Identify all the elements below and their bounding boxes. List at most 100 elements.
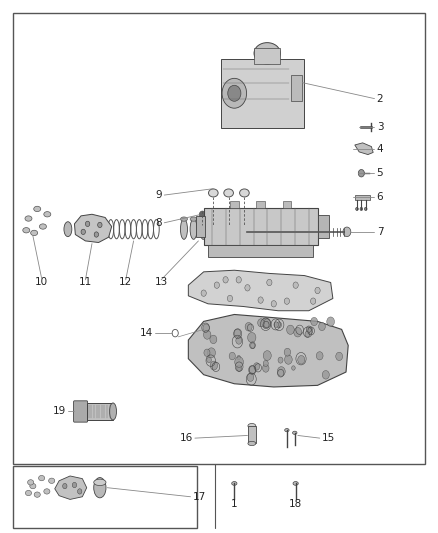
Text: 1: 1	[231, 499, 238, 508]
Circle shape	[322, 370, 329, 379]
Text: 11: 11	[79, 278, 92, 287]
Ellipse shape	[208, 189, 218, 197]
Ellipse shape	[232, 482, 237, 485]
Bar	[196, 216, 205, 237]
Text: 16: 16	[180, 433, 193, 443]
Circle shape	[236, 277, 241, 283]
Ellipse shape	[200, 217, 207, 221]
Circle shape	[271, 301, 276, 307]
Circle shape	[277, 367, 285, 376]
Circle shape	[227, 295, 233, 302]
Ellipse shape	[25, 490, 32, 496]
Ellipse shape	[44, 489, 50, 494]
Text: 2: 2	[377, 94, 383, 103]
Circle shape	[236, 337, 242, 344]
Ellipse shape	[190, 219, 197, 239]
Circle shape	[214, 282, 219, 288]
Ellipse shape	[209, 219, 216, 239]
Circle shape	[228, 85, 241, 101]
Ellipse shape	[39, 224, 46, 229]
Ellipse shape	[110, 403, 117, 420]
Circle shape	[234, 329, 241, 337]
Text: 18: 18	[289, 499, 302, 508]
Circle shape	[223, 277, 228, 283]
Ellipse shape	[240, 189, 249, 197]
Bar	[283, 201, 291, 208]
Bar	[230, 201, 239, 208]
Ellipse shape	[209, 217, 216, 221]
Circle shape	[284, 348, 291, 356]
Text: 5: 5	[377, 168, 383, 178]
Circle shape	[210, 361, 218, 370]
Bar	[204, 208, 318, 245]
Polygon shape	[188, 314, 348, 387]
Circle shape	[311, 298, 316, 304]
Circle shape	[207, 348, 215, 358]
FancyBboxPatch shape	[74, 401, 88, 422]
Circle shape	[222, 78, 247, 108]
Circle shape	[201, 290, 206, 296]
Ellipse shape	[293, 431, 297, 434]
Circle shape	[207, 357, 212, 363]
Circle shape	[249, 366, 256, 375]
Ellipse shape	[64, 222, 72, 237]
Text: 13: 13	[155, 278, 168, 287]
Ellipse shape	[254, 43, 280, 64]
Ellipse shape	[34, 206, 41, 212]
Circle shape	[284, 298, 290, 304]
Circle shape	[263, 319, 271, 328]
Ellipse shape	[200, 219, 207, 239]
Ellipse shape	[31, 230, 38, 236]
Ellipse shape	[224, 189, 233, 197]
Ellipse shape	[30, 483, 36, 489]
Ellipse shape	[49, 478, 55, 483]
Bar	[13, 13, 425, 464]
Bar	[254, 48, 280, 64]
Text: 4: 4	[377, 144, 383, 154]
Circle shape	[258, 297, 263, 303]
Circle shape	[298, 356, 305, 364]
Circle shape	[276, 322, 282, 328]
Circle shape	[237, 366, 241, 370]
Text: 7: 7	[377, 227, 383, 237]
Ellipse shape	[94, 479, 106, 486]
Bar	[13, 466, 197, 528]
Circle shape	[78, 489, 82, 494]
Bar	[87, 403, 113, 420]
Circle shape	[262, 365, 269, 372]
Circle shape	[63, 483, 67, 489]
Circle shape	[81, 229, 85, 235]
Bar	[256, 201, 265, 208]
Text: 9: 9	[155, 190, 162, 200]
Circle shape	[267, 279, 272, 286]
Text: 15: 15	[322, 433, 335, 443]
Polygon shape	[55, 476, 87, 499]
Bar	[355, 195, 370, 200]
Ellipse shape	[44, 212, 51, 217]
Circle shape	[360, 207, 363, 211]
Ellipse shape	[23, 228, 30, 233]
Circle shape	[245, 322, 252, 331]
Text: 17: 17	[193, 492, 206, 502]
Circle shape	[315, 287, 320, 294]
Circle shape	[358, 169, 364, 177]
Circle shape	[204, 330, 211, 339]
Circle shape	[261, 318, 270, 328]
Circle shape	[343, 227, 351, 237]
Circle shape	[210, 335, 217, 344]
Circle shape	[293, 282, 298, 288]
Circle shape	[98, 222, 102, 228]
Ellipse shape	[94, 478, 106, 498]
Circle shape	[254, 363, 260, 370]
Bar	[248, 426, 256, 443]
Ellipse shape	[293, 482, 298, 485]
Text: 8: 8	[155, 218, 162, 228]
Circle shape	[72, 482, 77, 488]
Circle shape	[318, 322, 325, 330]
Bar	[208, 245, 313, 257]
Circle shape	[356, 207, 358, 211]
Circle shape	[85, 221, 90, 227]
Circle shape	[237, 365, 242, 372]
Circle shape	[294, 327, 302, 337]
Polygon shape	[74, 214, 112, 243]
